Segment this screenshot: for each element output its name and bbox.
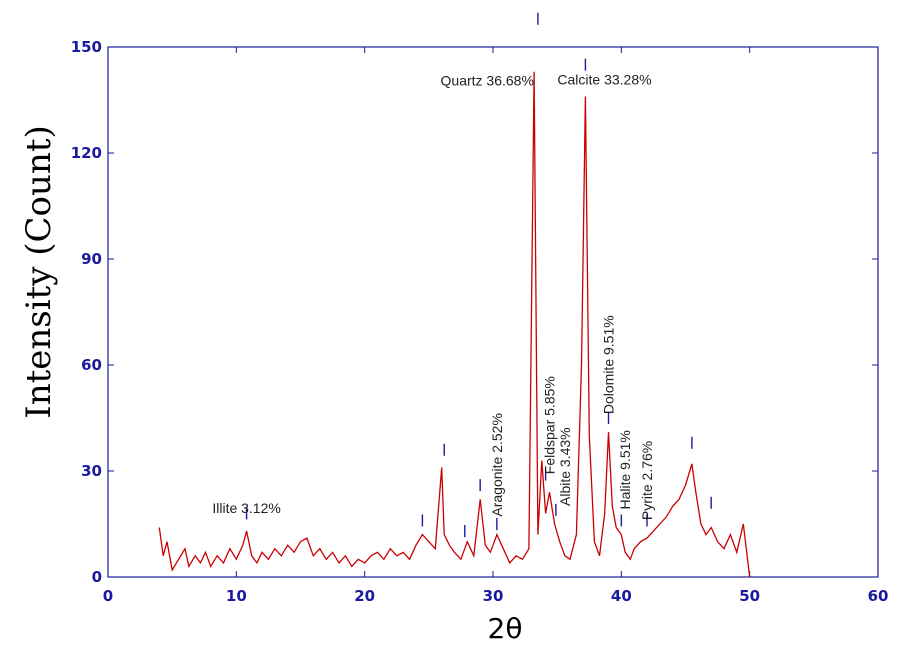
x-tick-label: 40 [611,587,632,605]
x-tick-label: 20 [354,587,375,605]
peak-label: Albite 3.43% [557,427,573,506]
x-axis-ticks: 0 10 20 30 40 50 60 [103,47,889,605]
y-tick-label: 120 [71,144,102,162]
x-axis-title: 2θ [488,612,523,645]
y-axis-ticks: 0 30 60 90 120 150 [71,38,878,586]
peak-annotations: Quartz 36.68% Calcite 33.28% Illite 3.12% A… [212,71,655,520]
x-tick-label: 30 [483,587,504,605]
peak-label: Aragonite 2.52% [489,413,505,517]
y-tick-label: 60 [81,356,102,374]
peak-label: Halite 9.51% [617,430,633,509]
peak-label: Dolomite 9.51% [601,315,617,414]
peak-label: Illite 3.12% [212,500,280,516]
y-tick-label: 30 [81,462,102,480]
x-tick-label: 50 [739,587,760,605]
y-axis-title: Intensity (Count) [19,125,59,418]
x-tick-label: 60 [868,587,889,605]
peak-markers [245,12,712,538]
peak-label: Quartz 36.68% [441,73,534,89]
peak-label: Feldspar 5.85% [541,376,557,474]
peak-label: Pyrite 2.76% [639,441,655,520]
y-tick-label: 90 [81,250,102,268]
x-tick-label: 10 [226,587,247,605]
peak-label: Calcite 33.28% [557,71,651,87]
series-line [158,71,751,578]
y-tick-label: 0 [92,568,102,586]
x-tick-label: 0 [103,587,113,605]
y-tick-label: 150 [71,38,102,56]
